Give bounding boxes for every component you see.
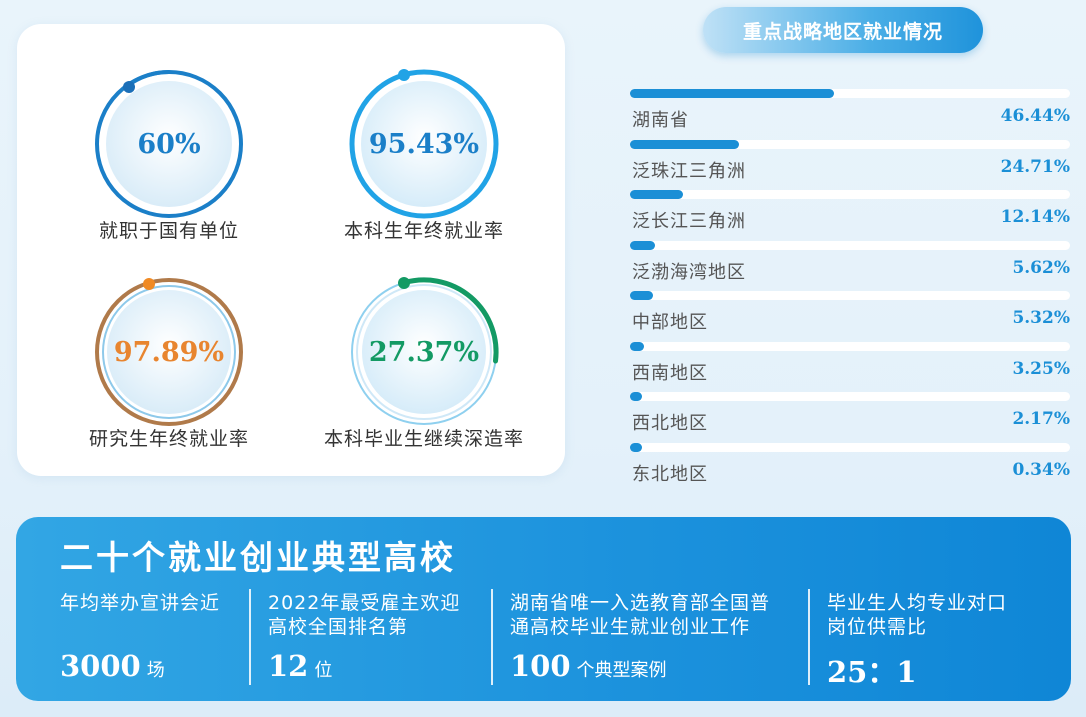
region-name: 东北地区 — [632, 463, 708, 485]
bar-fill — [630, 190, 684, 199]
stat-number: 25：1 — [827, 655, 917, 689]
divider — [491, 589, 493, 685]
region-name: 湖南省 — [632, 110, 689, 131]
stat-value: 3000 场 — [60, 649, 165, 683]
ring-label: 本科生年终就业率 — [343, 220, 504, 242]
ring-value: 27.37% — [368, 336, 480, 368]
divider — [249, 589, 251, 685]
stats-card: 60% 就职于国有单位 95.43% 本科生年终就业率 — [17, 24, 565, 476]
ring-label: 本科毕业生继续深造率 — [323, 428, 524, 450]
region-name: 泛长江三角洲 — [632, 211, 746, 232]
region-percent: 46.44% — [1000, 106, 1070, 126]
region-row: 湖南省 46.44% — [630, 89, 1070, 139]
bar-track — [630, 190, 1070, 199]
region-row: 泛长江三角洲 12.14% — [630, 190, 1070, 240]
ring-further-study: 27.37% — [344, 272, 504, 432]
stat-supply-ratio: 毕业生人均专业对口 岗位供需比 25：1 — [827, 591, 1047, 689]
region-percent: 12.14% — [1000, 207, 1070, 227]
ring-label: 研究生年终就业率 — [88, 428, 249, 450]
bar-track — [630, 240, 1070, 250]
region-percent: 2.17% — [1012, 409, 1070, 429]
ring-chart-icon — [351, 277, 499, 425]
bar-track — [630, 442, 1070, 452]
region-row: 中部地区 5.32% — [630, 291, 1070, 341]
ring-value: 95.43% — [368, 128, 480, 160]
stat-value: 100 个典型案例 — [510, 649, 667, 683]
stat-desc: 湖南省唯一入选教育部全国普 — [510, 592, 771, 614]
region-percent: 24.71% — [1000, 156, 1070, 177]
bar-track — [630, 291, 1070, 300]
stat-ranking: 2022年最受雇主欢迎 高校全国排名第 12 位 — [268, 591, 488, 683]
ring-state-owned: 60% — [89, 64, 249, 224]
bar-fill — [630, 341, 645, 351]
ring-chart-icon — [349, 69, 499, 219]
bar-track — [630, 89, 1070, 98]
ring-chart-icon — [95, 70, 243, 218]
ring-value: 97.89% — [113, 336, 225, 368]
ring-grad-rate: 97.89% — [89, 272, 249, 432]
region-row: 泛渤海湾地区 5.62% — [630, 240, 1070, 291]
stat-value: 25：1 — [827, 649, 917, 691]
regions-title: 重点战略地区就业情况 — [703, 7, 983, 53]
region-name: 中部地区 — [632, 312, 708, 333]
region-percent: 0.34% — [1012, 459, 1070, 480]
stat-number: 3000 — [60, 649, 141, 683]
stat-desc: 岗位供需比 — [827, 616, 928, 638]
region-row: 西南地区 3.25% — [630, 341, 1070, 392]
divider — [808, 589, 810, 685]
bar-fill — [630, 442, 642, 452]
region-name: 西北地区 — [632, 413, 708, 434]
stat-sessions: 年均举办宣讲会近 3000 场 — [60, 591, 260, 683]
banner-title: 二十个就业创业典型高校 — [60, 538, 456, 577]
stat-value: 12 位 — [268, 649, 332, 683]
stat-desc: 高校全国排名第 — [268, 616, 409, 638]
bar-fill — [630, 89, 835, 98]
ring-chart-icon — [95, 278, 243, 426]
bar-fill — [630, 392, 642, 401]
region-row: 西北地区 2.17% — [630, 392, 1070, 442]
stat-number: 12 — [268, 649, 309, 683]
stat-number: 100 — [510, 649, 571, 683]
bar-track — [630, 139, 1070, 149]
stat-unit: 位 — [314, 660, 333, 681]
bar-fill — [630, 139, 739, 149]
region-name: 泛珠江三角洲 — [632, 160, 746, 182]
stat-desc: 2022年最受雇主欢迎 — [268, 592, 461, 614]
bar-track — [630, 392, 1070, 401]
banner: 二十个就业创业典型高校 年均举办宣讲会近 3000 场 2022年最受雇主欢迎 高… — [16, 517, 1071, 701]
ring-label: 就职于国有单位 — [98, 220, 239, 242]
bar-fill — [630, 291, 654, 300]
region-percent: 3.25% — [1012, 358, 1070, 379]
region-percent: 5.32% — [1012, 308, 1070, 328]
ring-undergrad-rate: 95.43% — [344, 64, 504, 224]
bar-track — [630, 341, 1070, 351]
stat-cases: 湖南省唯一入选教育部全国普 通高校毕业生就业创业工作 100 个典型案例 — [510, 591, 810, 683]
stat-desc: 年均举办宣讲会近 — [60, 592, 221, 614]
ring-value: 60% — [137, 128, 201, 160]
region-row: 泛珠江三角洲 24.71% — [630, 139, 1070, 190]
stat-unit: 场 — [146, 660, 165, 681]
region-name: 泛渤海湾地区 — [632, 261, 746, 283]
stat-unit: 个典型案例 — [576, 660, 667, 681]
region-row: 东北地区 0.34% — [630, 442, 1070, 493]
region-percent: 5.62% — [1012, 257, 1070, 278]
bar-fill — [630, 240, 655, 250]
stat-desc: 通高校毕业生就业创业工作 — [510, 616, 751, 638]
stat-desc: 毕业生人均专业对口 — [827, 592, 1008, 614]
region-name: 西南地区 — [632, 362, 708, 384]
